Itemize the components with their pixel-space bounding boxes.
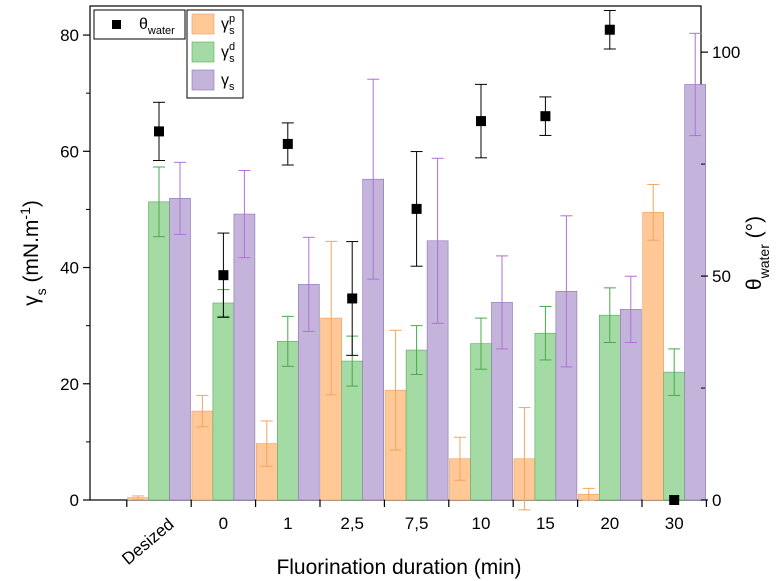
x-tick-label-2: 1 bbox=[283, 514, 292, 533]
legend-label-g: γs bbox=[221, 72, 235, 93]
theta-point-8 bbox=[669, 495, 680, 505]
theta-point-5 bbox=[476, 116, 486, 127]
x-axis-title: Fluorination duration (min) bbox=[276, 556, 521, 579]
legend: θwater γp s γd s γs bbox=[93, 9, 244, 99]
theta-point-2 bbox=[282, 138, 293, 149]
legend-label-theta: θwater bbox=[139, 16, 175, 37]
legend-swatch-g bbox=[191, 69, 215, 91]
legend-swatch-gp bbox=[191, 13, 215, 35]
y-tick-label-2: 40 bbox=[60, 259, 79, 278]
x-tick-label-4: 7,5 bbox=[405, 514, 429, 533]
x-tick-label-5: 10 bbox=[472, 514, 491, 533]
x-tick-label-8: 30 bbox=[665, 514, 684, 533]
bar-gd-1 bbox=[212, 302, 235, 501]
bar-g-8 bbox=[684, 84, 707, 501]
x-tick-label-7: 20 bbox=[600, 514, 619, 533]
y2-tick-label-1: 50 bbox=[712, 267, 731, 286]
y2-tick-label-2: 100 bbox=[712, 43, 740, 62]
bars-layer bbox=[127, 84, 707, 501]
y2-axis-title: θwater (°) bbox=[743, 216, 772, 290]
theta-point-4 bbox=[411, 203, 422, 214]
x-tick-label-3: 2,5 bbox=[340, 514, 364, 533]
legend-swatch-gd bbox=[191, 41, 215, 63]
bar-gd-0 bbox=[148, 201, 170, 501]
error-bars-layer bbox=[132, 32, 702, 511]
legend-label-gp: γp s bbox=[221, 13, 235, 37]
y-tick-label-3: 60 bbox=[60, 142, 79, 161]
theta-point-1 bbox=[218, 270, 229, 281]
axes-layer: 0 20 40 60 80 0 50 100 Desized 0 1 2,5 7,5 10 15 20 30 bbox=[60, 26, 740, 568]
y2-tick-label-0: 0 bbox=[712, 491, 721, 510]
y-tick-label-0: 0 bbox=[70, 491, 79, 510]
y-tick-label-4: 80 bbox=[60, 26, 79, 45]
x-tick-label-6: 15 bbox=[536, 514, 555, 533]
y-tick-label-1: 20 bbox=[60, 375, 79, 394]
legend-box-theta bbox=[93, 9, 186, 40]
theta-point-0 bbox=[154, 126, 164, 137]
theta-point-3 bbox=[347, 293, 358, 304]
x-tick-label-0: Desized bbox=[118, 515, 177, 569]
bar-g-0 bbox=[169, 198, 191, 501]
y-axis-title: γs (mN.m-1) bbox=[17, 200, 49, 306]
legend-swatch-theta bbox=[112, 20, 121, 29]
x-tick-label-1: 0 bbox=[219, 514, 228, 533]
theta-point-7 bbox=[604, 24, 615, 35]
bar-gp-8 bbox=[642, 212, 665, 501]
points-layer bbox=[153, 9, 680, 505]
theta-point-6 bbox=[540, 111, 551, 122]
legend-label-gd: γd s bbox=[221, 41, 235, 65]
